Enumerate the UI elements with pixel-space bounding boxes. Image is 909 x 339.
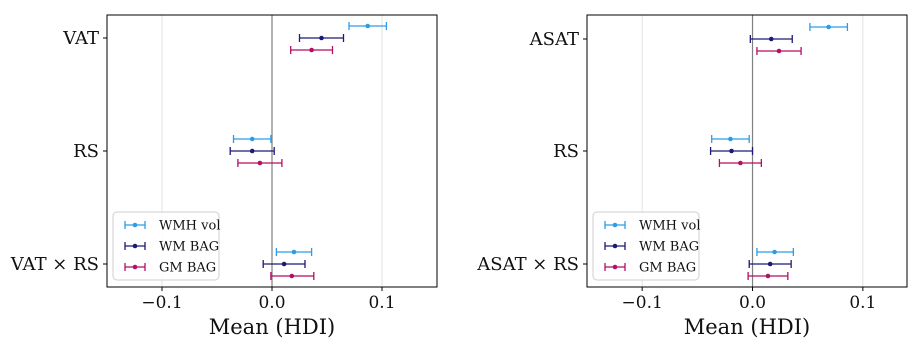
legend-swatch-point (132, 243, 138, 249)
chart-panel-1: −0.1 0.0 0.1 VAT RS VAT × RS Mean (HDI) WMH vol… (10, 14, 438, 339)
legend-item: WMH vol (604, 219, 700, 234)
chart-panel-2: −0.1 0.0 0.1 ASAT RS ASAT × RS Mean (HDI) WMH v… (476, 14, 908, 339)
legend-label: WM BAG (639, 240, 699, 255)
x-tick-label: 0.1 (849, 293, 876, 313)
errorbar (756, 47, 802, 55)
errorbar (298, 34, 345, 42)
mean-point (289, 273, 295, 279)
y-category-label: RS (553, 141, 579, 162)
x-tick-label: 0.1 (368, 293, 395, 313)
legend: WMH vol WM BAG GM BAG (112, 211, 220, 281)
mean-point (765, 273, 771, 279)
y-category-label: RS (73, 141, 99, 162)
legend-label: GM BAG (159, 261, 216, 276)
legend-item: WMH vol (124, 219, 220, 234)
errorbar (809, 23, 849, 31)
errorbar (747, 272, 789, 280)
legend-label: WM BAG (159, 240, 219, 255)
errorbar (237, 159, 283, 167)
mean-point (257, 160, 263, 166)
x-tick-label: 0.0 (739, 293, 766, 313)
legend-item: WM BAG (124, 240, 219, 255)
mean-point (291, 249, 297, 255)
errorbar (232, 135, 272, 143)
legend-swatch-point (132, 264, 138, 270)
mean-point (365, 23, 371, 29)
mean-point (738, 160, 743, 166)
x-axis-title: Mean (HDI) (684, 315, 810, 339)
errorbar (262, 260, 306, 268)
mean-point (249, 148, 255, 154)
legend-swatch-point (612, 222, 618, 228)
mean-point (281, 261, 287, 267)
legend-item: GM BAG (124, 261, 216, 276)
x-tick-label: 0.0 (258, 293, 285, 313)
mean-point (772, 249, 777, 255)
mean-point (767, 261, 773, 267)
legend-item: WM BAG (604, 240, 699, 255)
errorbar (229, 147, 275, 155)
mean-point (768, 36, 774, 42)
legend-label: GM BAG (639, 261, 696, 276)
y-category-label: ASAT (529, 29, 579, 50)
legend-swatch-point (612, 264, 618, 270)
legend-item: GM BAG (604, 261, 696, 276)
legend: WMH vol WM BAG GM BAG (592, 211, 700, 281)
x-axis-title: Mean (HDI) (209, 315, 335, 339)
legend-swatch-point (132, 222, 138, 228)
x-tick-label: −0.1 (622, 293, 663, 313)
y-category-label: VAT × RS (10, 254, 99, 275)
y-category-label: ASAT × RS (476, 254, 579, 275)
errorbar (290, 46, 334, 54)
mean-point (826, 24, 831, 30)
errorbar (748, 260, 792, 268)
mean-point (729, 148, 734, 154)
legend-box (592, 211, 700, 281)
errorbar (711, 135, 750, 143)
legend-box (112, 211, 220, 281)
errorbar (718, 159, 762, 167)
mean-point (728, 136, 733, 142)
legend-label: WMH vol (159, 219, 220, 234)
y-category-label: VAT (62, 28, 99, 49)
mean-point (776, 48, 782, 54)
errorbar (270, 272, 315, 280)
mean-point (249, 136, 255, 142)
errorbar (756, 248, 794, 256)
errorbar (709, 147, 754, 155)
errorbar (275, 248, 313, 256)
errorbar (749, 35, 793, 43)
mean-point (309, 47, 314, 53)
legend-swatch-point (612, 243, 618, 249)
mean-point (319, 35, 324, 41)
legend-label: WMH vol (639, 219, 700, 234)
errorbar (348, 22, 388, 30)
x-tick-label: −0.1 (141, 293, 182, 313)
